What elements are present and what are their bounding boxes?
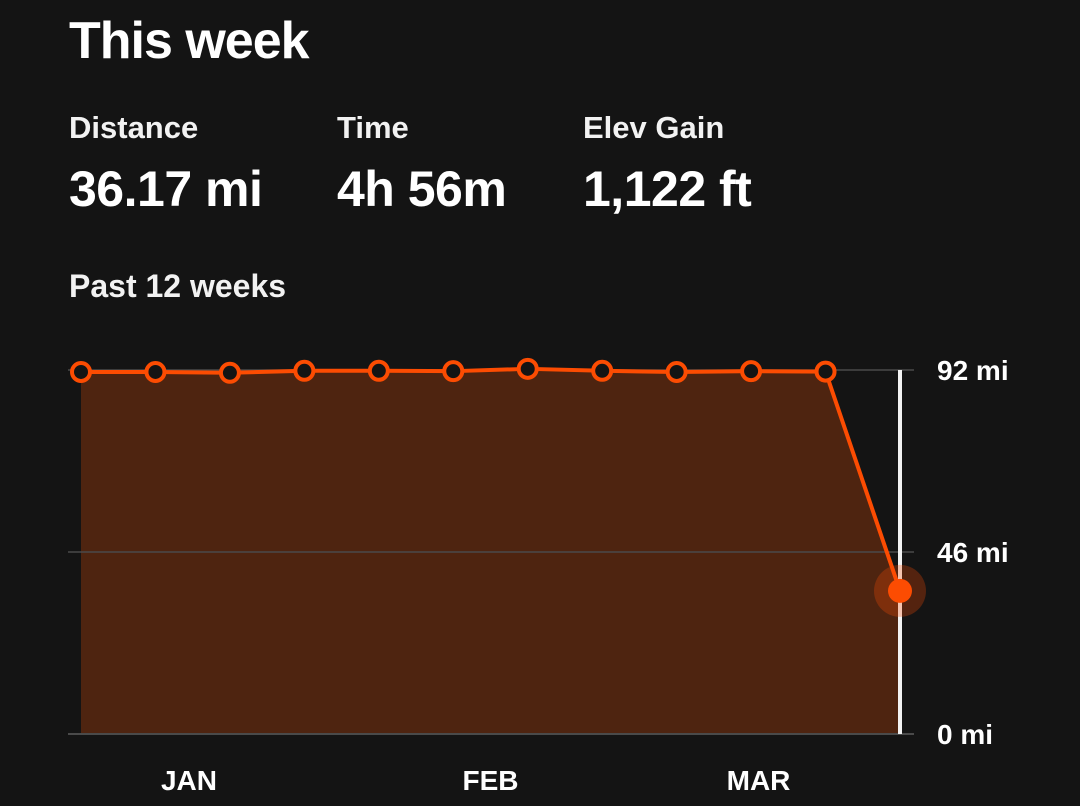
stat-distance-value: 36.17 mi: [69, 161, 263, 217]
stat-elev-gain-value: 1,122 ft: [583, 161, 752, 217]
data-point-2: [144, 360, 167, 383]
weekly-distance-chart[interactable]: 0 mi 46 mi 92 mi JAN FEB MAR: [0, 340, 1080, 806]
data-point-7: [516, 357, 539, 380]
stat-time-value: 4h 56m: [337, 161, 507, 217]
y-tick-label-0: 0 mi: [937, 719, 993, 750]
x-month-label-jan: JAN: [161, 765, 217, 796]
data-point-11: [814, 360, 837, 383]
stat-time-label: Time: [337, 110, 409, 145]
data-point-4: [293, 359, 316, 382]
data-point-9: [665, 360, 688, 383]
data-point-3: [218, 361, 241, 384]
data-point-10: [740, 360, 763, 383]
data-point-6: [442, 360, 465, 383]
y-tick-label-2: 92 mi: [937, 355, 1009, 386]
y-tick-label-1: 46 mi: [937, 537, 1009, 568]
data-point-current: [888, 578, 912, 603]
stat-distance-label: Distance: [69, 110, 199, 145]
stat-distance: Distance 36.17 mi: [69, 108, 263, 218]
stat-time: Time 4h 56m: [337, 108, 507, 218]
series-line: [79, 366, 902, 593]
stat-elev-gain: Elev Gain 1,122 ft: [583, 108, 752, 218]
data-point-8: [591, 359, 614, 382]
data-point-5: [367, 359, 390, 382]
x-month-label-feb: FEB: [463, 765, 519, 796]
stat-elev-gain-label: Elev Gain: [583, 110, 725, 145]
x-month-label-mar: MAR: [727, 765, 791, 796]
data-point-1: [70, 360, 92, 383]
page-title: This week: [69, 12, 310, 70]
chart-subtitle: Past 12 weeks: [69, 268, 287, 304]
